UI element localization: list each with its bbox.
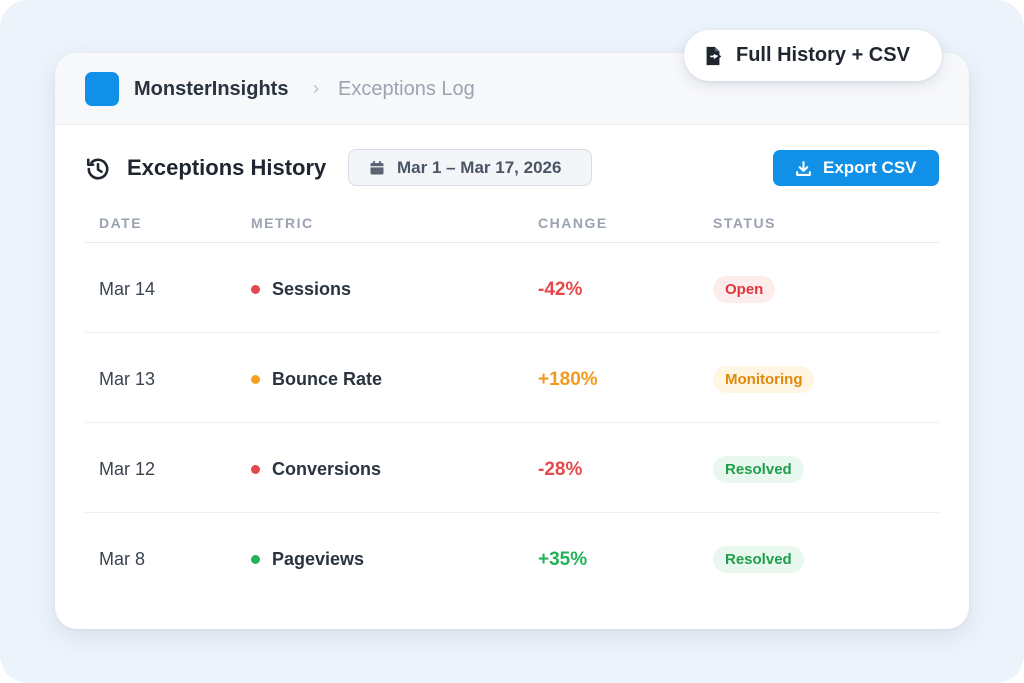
- export-csv-label: Export CSV: [823, 158, 917, 177]
- breadcrumb-separator: ›: [313, 78, 319, 98]
- full-history-csv-button[interactable]: Full History + CSV: [684, 30, 942, 81]
- table-row[interactable]: Mar 8 Pageviews +35% Resolved: [85, 513, 939, 603]
- full-history-csv-label: Full History + CSV: [736, 44, 910, 66]
- history-icon: [86, 158, 109, 180]
- download-icon: [796, 160, 811, 176]
- row-change: -28%: [538, 459, 583, 480]
- row-change: +180%: [538, 369, 598, 390]
- row-date: Mar 14: [99, 279, 156, 299]
- status-badge: Open: [713, 276, 776, 303]
- exceptions-card: MonsterInsights › Exceptions Log Excepti…: [55, 53, 969, 629]
- column-header-change[interactable]: CHANGE: [538, 215, 608, 231]
- column-header-metric[interactable]: METRIC: [251, 215, 314, 231]
- column-header-status[interactable]: STATUS: [713, 215, 776, 231]
- metric-status-dot: [251, 555, 260, 564]
- metric-status-dot: [251, 285, 260, 294]
- row-change: -42%: [538, 279, 583, 300]
- breadcrumb-current-page[interactable]: Exceptions Log: [338, 78, 475, 100]
- row-metric: Bounce Rate: [272, 369, 383, 389]
- row-date: Mar 12: [99, 459, 156, 479]
- table-row[interactable]: Mar 12 Conversions -28% Resolved: [85, 423, 939, 513]
- calendar-icon: [370, 160, 384, 174]
- status-badge: Resolved: [713, 546, 804, 573]
- row-metric: Sessions: [272, 279, 352, 299]
- date-range-picker[interactable]: Mar 1 – Mar 17, 2026: [348, 149, 592, 186]
- section-title: Exceptions History: [127, 155, 327, 180]
- row-metric: Conversions: [272, 459, 382, 479]
- export-csv-button[interactable]: Export CSV: [773, 150, 939, 186]
- brand-name: MonsterInsights: [134, 78, 289, 100]
- exceptions-table: DATE METRIC CHANGE STATUS Mar 14 Session…: [85, 203, 939, 603]
- row-metric: Pageviews: [272, 549, 365, 569]
- row-change: +35%: [538, 549, 588, 570]
- metric-status-dot: [251, 465, 260, 474]
- status-badge: Resolved: [713, 456, 804, 483]
- date-range-label: Mar 1 – Mar 17, 2026: [397, 157, 562, 177]
- metric-status-dot: [251, 375, 260, 384]
- section-header: Exceptions History Mar 1 – Mar 17, 2026 …: [85, 149, 941, 189]
- row-date: Mar 8: [99, 549, 146, 569]
- table-row[interactable]: Mar 13 Bounce Rate +180% Monitoring: [85, 333, 939, 423]
- row-date: Mar 13: [99, 369, 156, 389]
- brand-logo-icon: [85, 72, 119, 106]
- file-export-icon: [706, 46, 722, 65]
- table-row[interactable]: Mar 14 Sessions -42% Open: [85, 243, 939, 333]
- column-header-date[interactable]: DATE: [99, 215, 143, 231]
- status-badge: Monitoring: [713, 366, 815, 393]
- table-header: DATE METRIC CHANGE STATUS: [85, 203, 939, 243]
